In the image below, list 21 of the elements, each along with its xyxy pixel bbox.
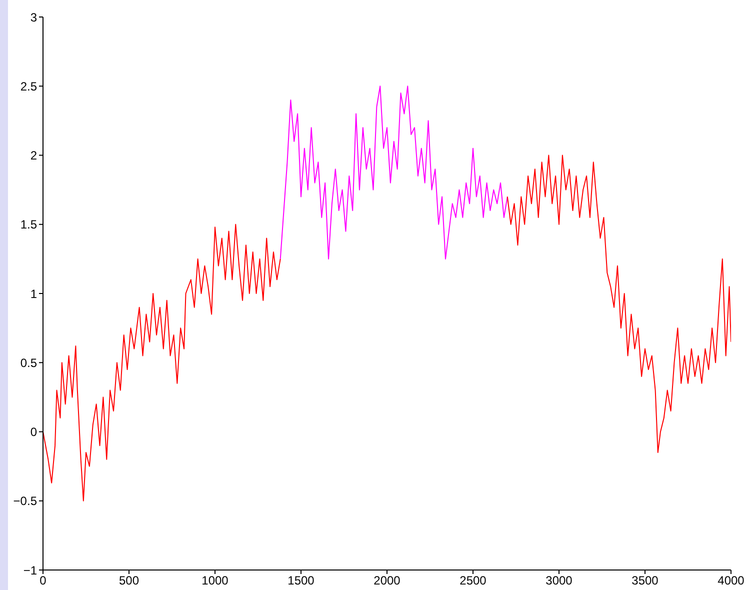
y-tick-label: −0.5 — [13, 494, 38, 508]
x-tick-label: 3000 — [546, 574, 573, 588]
x-tick-label: 1500 — [288, 574, 315, 588]
y-tick-label: −1 — [23, 563, 38, 578]
y-tick-label: 0 — [30, 425, 38, 440]
x-tick-label: 0 — [40, 574, 47, 588]
x-tick-label: 1000 — [202, 574, 229, 588]
line-series — [280, 86, 508, 260]
x-tick-label: 2500 — [460, 574, 487, 588]
x-tick-label: 500 — [118, 574, 140, 588]
y-tick-label: 0.5 — [20, 356, 38, 370]
line-series — [43, 224, 281, 502]
y-tick-label: 1 — [30, 286, 38, 301]
y-tick-label: 1.5 — [20, 218, 38, 232]
x-tick-label: 4000 — [718, 574, 745, 588]
x-tick-label: 3500 — [632, 574, 659, 588]
y-tick-label: 3 — [30, 10, 38, 24]
line-series — [506, 154, 731, 453]
y-tick-label: 2 — [30, 148, 38, 163]
x-tick-label: 2000 — [374, 574, 401, 588]
y-tick-label: 2.5 — [20, 79, 38, 94]
